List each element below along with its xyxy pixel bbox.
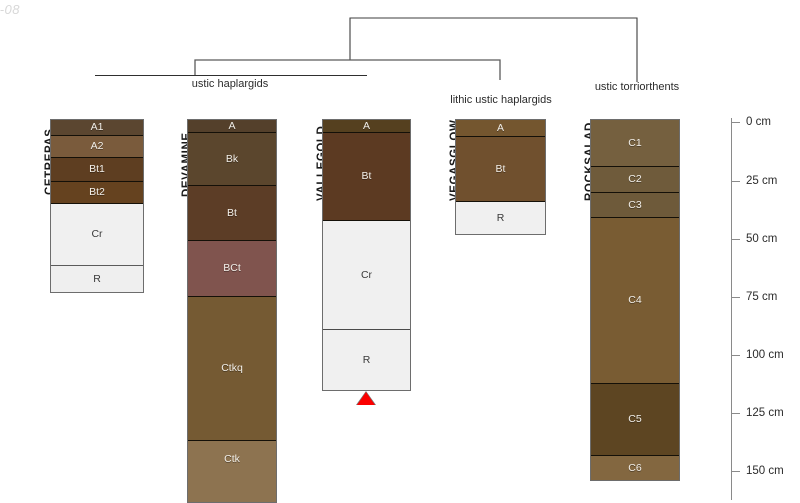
selected-profile-marker[interactable] [357,392,375,405]
profile-column-rocksalad[interactable]: C1 C2 C3 C4 C5 C6 [590,119,680,481]
horizon-cr[interactable]: Cr [323,220,410,329]
profile-column-vallegold[interactable]: A Bt Cr R [322,119,411,391]
dendrogram-label-ustic-torriorthents: ustic torriorthents [594,81,680,93]
depth-tick-label: 0 cm [746,116,771,128]
depth-tick [731,181,740,182]
dendro-branch-level2 [194,59,501,80]
watermark-text: 0-08 [0,2,21,17]
horizon-r[interactable]: R [456,201,545,234]
depth-tick-label: 75 cm [746,291,778,303]
horizon-ctk[interactable]: Ctk [188,440,276,502]
depth-tick-label: 125 cm [746,407,784,419]
depth-tick [731,413,740,414]
depth-tick-label: 100 cm [746,349,784,361]
dendro-branch-root [349,17,638,82]
depth-tick [731,122,740,123]
dendrogram-label-ustic-haplargids: ustic haplargids [191,78,269,90]
depth-tick [731,297,740,298]
depth-tick [731,355,740,356]
dendrogram-label-lithic-ustic-haplargids: lithic ustic haplargids [450,94,552,106]
horizon-c4[interactable]: C4 [591,217,679,383]
profile-column-vegasglow[interactable]: A Bt R [455,119,546,235]
depth-tick-label: 25 cm [746,175,778,187]
profile-column-devamine[interactable]: A Bk Bt BCt Ctkq Ctk [187,119,277,503]
horizon-bt[interactable]: Bt [323,132,410,220]
depth-axis-spine [731,118,732,500]
horizon-bt[interactable]: Bt [456,136,545,201]
depth-tick-label: 50 cm [746,233,778,245]
depth-tick-label: 150 cm [746,465,784,477]
horizon-r[interactable]: R [323,329,410,390]
dendrogram: ustic haplargids lithic ustic haplargids… [0,0,800,118]
depth-tick [731,471,740,472]
profile-column-cetrepas[interactable]: A1 A2 Bt1 Bt2 Cr R [50,119,144,293]
dendrogram-svg [95,17,638,82]
horizon-bt[interactable]: Bt [188,185,276,240]
depth-tick [731,239,740,240]
